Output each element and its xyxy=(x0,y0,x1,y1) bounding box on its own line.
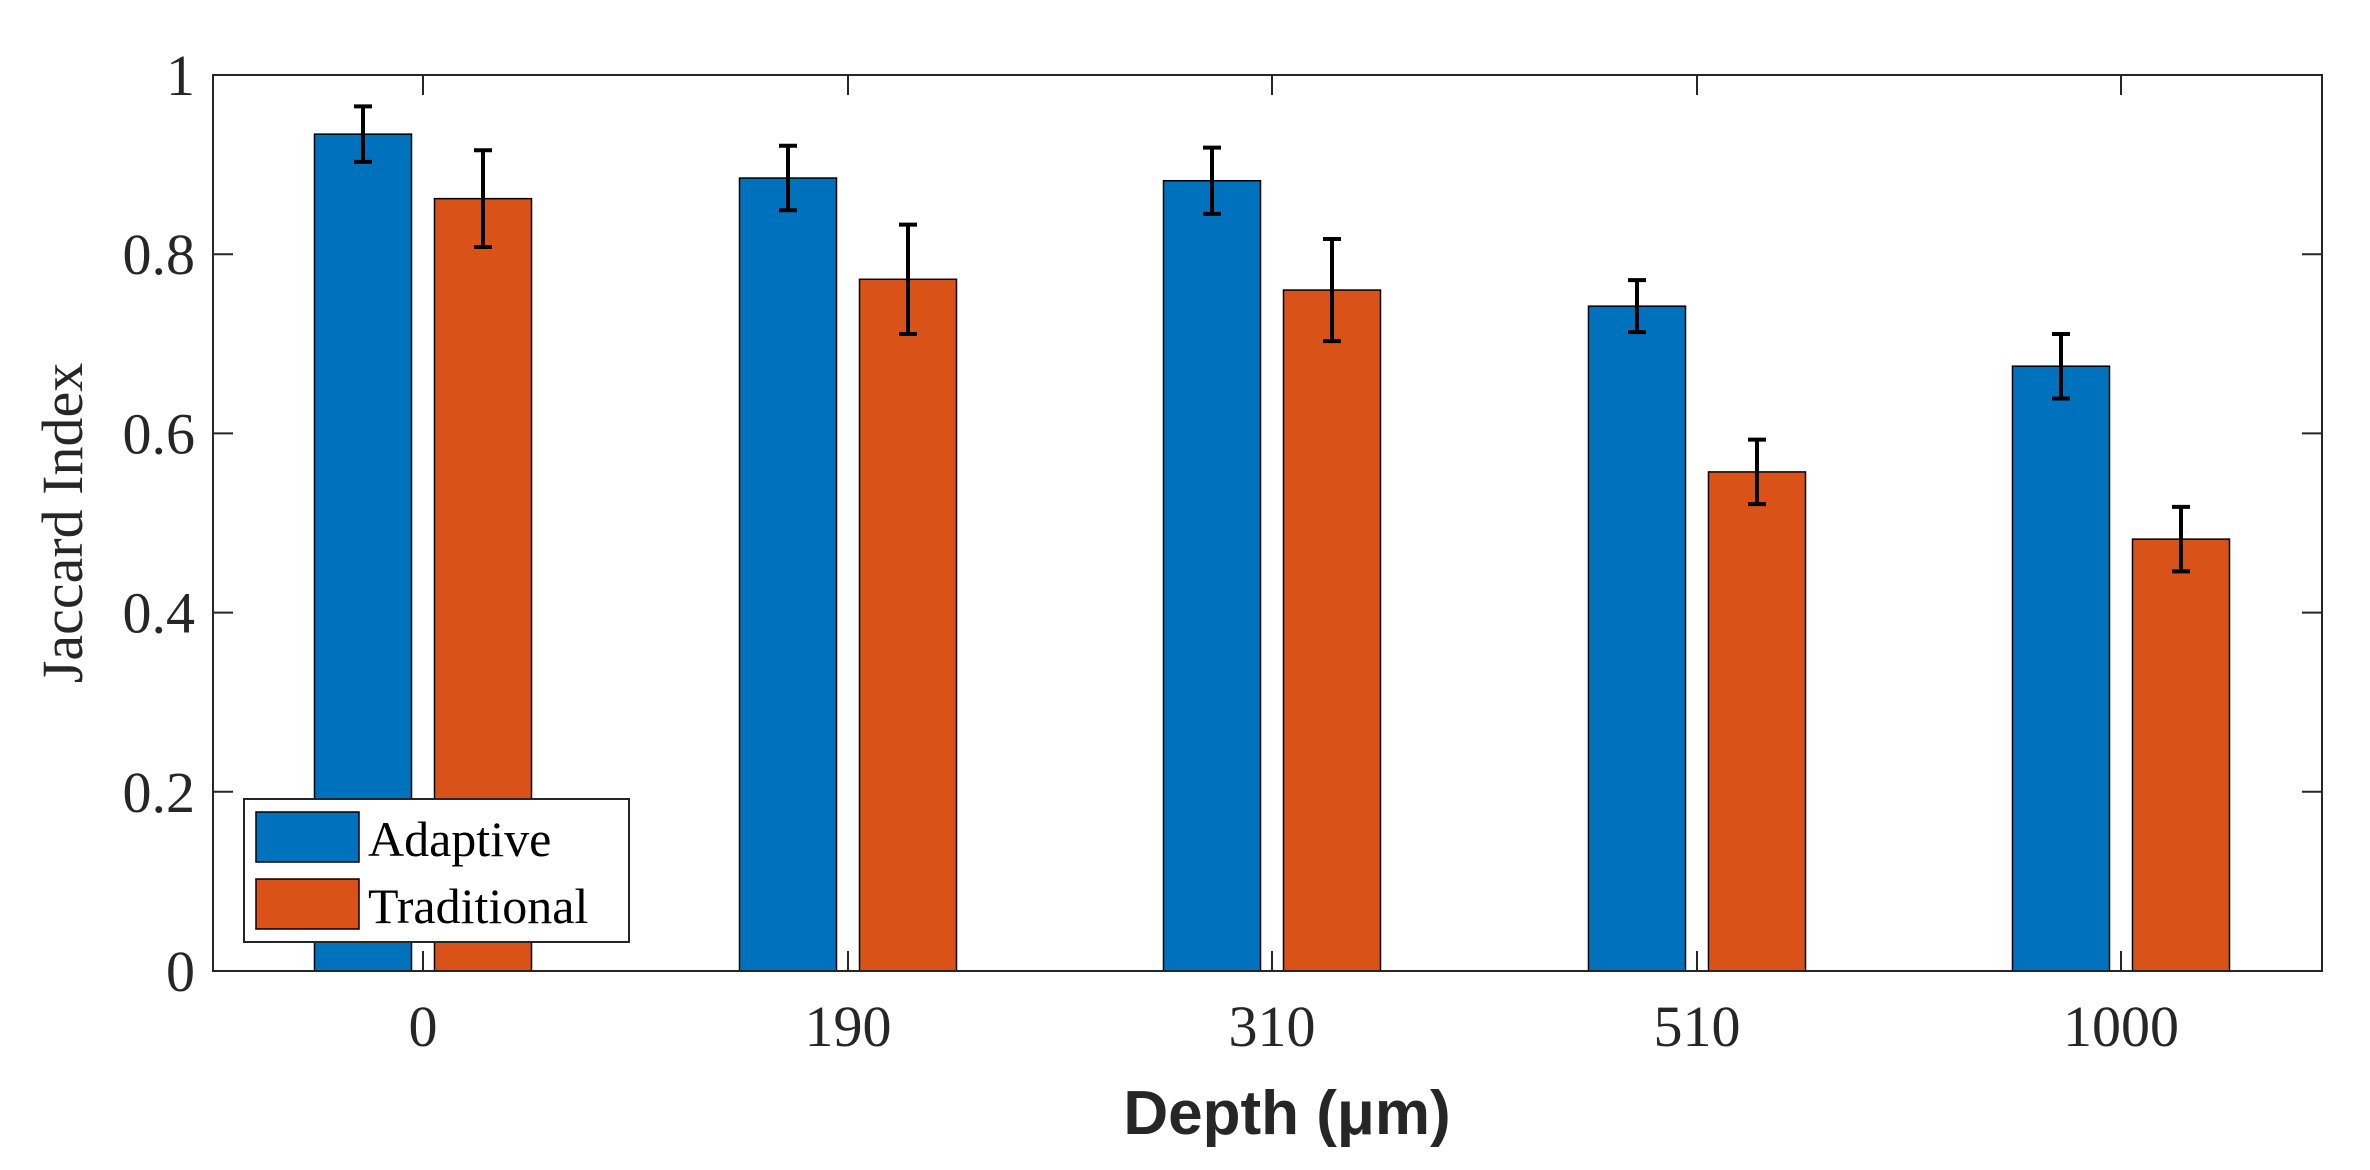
errorbar-traditional-510 xyxy=(1748,437,1766,507)
xtick-label-1000: 1000 xyxy=(2063,994,2179,1059)
legend-swatch-traditional xyxy=(255,878,360,930)
xtick-label-310: 310 xyxy=(1229,994,1316,1059)
ticks-layer xyxy=(213,74,2322,972)
legend: Adaptive Traditional xyxy=(243,798,630,943)
errorbar-adaptive-510 xyxy=(1628,278,1646,335)
ytick-label-0.8: 0.8 xyxy=(123,222,196,287)
ytick-label-0.6: 0.6 xyxy=(123,401,196,466)
legend-label-traditional: Traditional xyxy=(368,878,588,934)
ytick-label-0: 0 xyxy=(166,939,195,1004)
errorbar-adaptive-190 xyxy=(779,143,797,213)
axes-box xyxy=(212,74,2323,972)
xtick-label-510: 510 xyxy=(1654,994,1741,1059)
bar-traditional-310 xyxy=(1282,289,1382,972)
errorbar-traditional-310 xyxy=(1323,236,1341,344)
bar-traditional-1000 xyxy=(2131,538,2231,972)
y-axis-label: Jaccard Index xyxy=(30,363,95,683)
errorbar-traditional-1000 xyxy=(2172,504,2190,574)
x-axis-label: Depth (μm) xyxy=(1123,1079,1450,1148)
errorbar-traditional-190 xyxy=(899,222,917,336)
ytick-label-0.4: 0.4 xyxy=(123,581,196,646)
legend-swatch-adaptive xyxy=(255,811,360,863)
errorbar-adaptive-310 xyxy=(1203,145,1221,216)
labels-layer: 0 0.2 0.4 0.6 0.8 1 0 190 310 510 1000 xyxy=(123,43,2180,1059)
errorbars-layer xyxy=(354,104,2190,574)
bar-adaptive-510 xyxy=(1587,305,1687,972)
bar-adaptive-1000 xyxy=(2011,365,2111,972)
ytick-label-1: 1 xyxy=(166,43,195,108)
xtick-label-190: 190 xyxy=(805,994,892,1059)
legend-label-adaptive: Adaptive xyxy=(368,811,551,867)
errorbar-traditional-0 xyxy=(474,148,492,250)
bar-traditional-190 xyxy=(858,278,958,972)
xtick-label-0: 0 xyxy=(409,994,438,1059)
errorbar-adaptive-1000 xyxy=(2052,331,2070,401)
ytick-label-0.2: 0.2 xyxy=(123,760,196,825)
bar-adaptive-190 xyxy=(738,177,838,972)
bar-adaptive-310 xyxy=(1162,179,1262,972)
errorbar-adaptive-0 xyxy=(354,104,372,164)
bar-traditional-510 xyxy=(1707,471,1807,972)
